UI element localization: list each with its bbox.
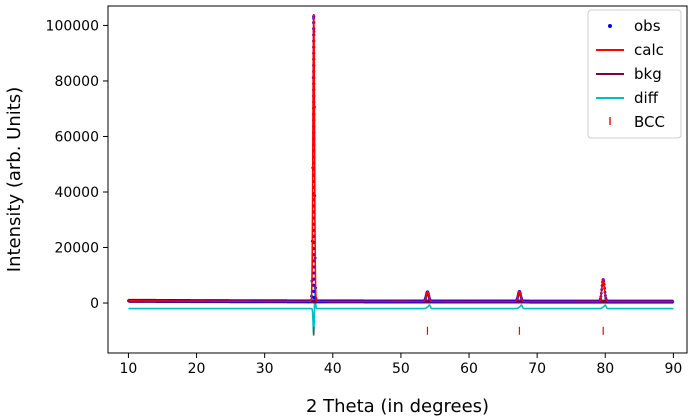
- legend-label: calc: [634, 41, 664, 59]
- legend: obs calc bkg diff BCC: [587, 9, 682, 139]
- x-tick-label: 20: [188, 361, 206, 377]
- series-calc-line: [128, 14, 674, 303]
- x-axis-title: 2 Theta (in degrees): [306, 396, 489, 417]
- y-tick-label: 40000: [54, 185, 99, 201]
- obs-point: [312, 295, 316, 300]
- obs-point: [312, 289, 316, 293]
- plot-frame: [107, 5, 688, 354]
- legend-item-bkg: bkg: [596, 65, 662, 83]
- legend-item-diff: diff: [596, 89, 659, 107]
- x-tick-label: 40: [324, 361, 342, 377]
- axes: 10 20 30 40 50 60 70 80 90 0 20000 40000 60000 80000 1…: [46, 5, 688, 377]
- legend-item-obs: obs: [608, 17, 661, 35]
- x-tick-label: 80: [596, 361, 614, 377]
- legend-marker-obs: [608, 24, 612, 28]
- legend-label: BCC: [634, 113, 665, 131]
- legend-item-bcc: BCC: [609, 113, 665, 131]
- series-diff-line: [128, 284, 674, 336]
- legend-label: obs: [634, 17, 661, 35]
- obs-point: [312, 277, 316, 281]
- x-tick-label: 90: [664, 361, 682, 377]
- plot-area: [127, 14, 675, 336]
- x-tick-label: 50: [392, 361, 410, 377]
- obs-point: [312, 271, 316, 275]
- x-tick-label: 10: [120, 361, 138, 377]
- legend-item-calc: calc: [596, 41, 664, 59]
- x-tick-label: 30: [256, 361, 274, 377]
- y-tick-label: 100000: [46, 18, 99, 34]
- x-tick-label: 70: [528, 361, 546, 377]
- y-tick-label: 80000: [54, 74, 99, 90]
- legend-box: [587, 9, 682, 139]
- obs-point: [312, 283, 316, 287]
- y-tick-label: 60000: [54, 129, 99, 145]
- y-tick-label: 0: [90, 296, 99, 312]
- x-tick-label: 60: [460, 361, 478, 377]
- y-axis-title: Intensity (arb. Units): [4, 87, 25, 272]
- y-tick-label: 20000: [54, 241, 99, 257]
- legend-label: bkg: [634, 65, 662, 83]
- legend-label: diff: [634, 89, 659, 107]
